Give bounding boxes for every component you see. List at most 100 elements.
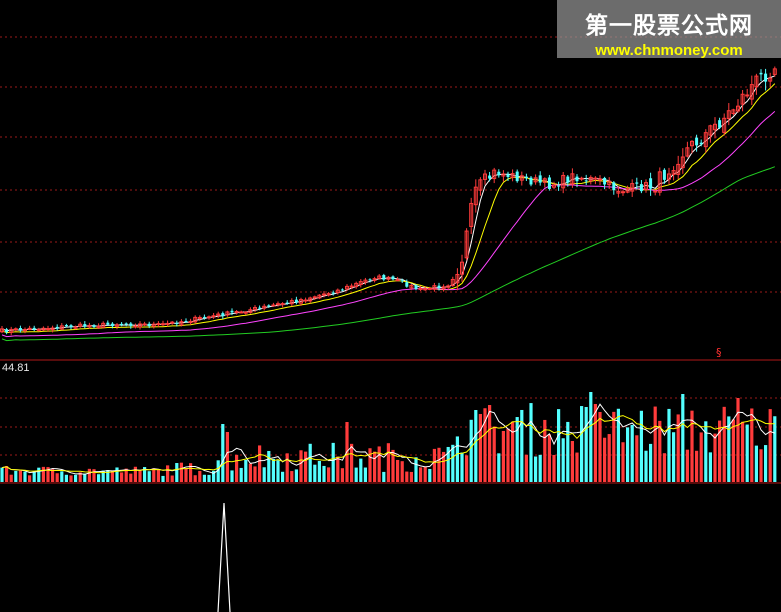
candle-body [772, 68, 777, 75]
volume-bar [400, 461, 404, 482]
candle-body [639, 184, 643, 192]
watermark-banner: 第一股票公式网 www.chnmoney.com [557, 0, 781, 59]
candle-body [469, 202, 474, 227]
candle-body [5, 329, 9, 333]
volume-bar [41, 466, 45, 482]
candle-body [303, 299, 308, 302]
candle-body [395, 279, 400, 282]
candle-body [59, 325, 64, 330]
volume-bar [676, 414, 680, 482]
volume-bar [317, 461, 321, 482]
volume-bar [681, 394, 685, 482]
candle-body [349, 285, 354, 288]
candle-body [644, 182, 648, 191]
candle-body [0, 328, 4, 333]
candle-body [129, 323, 133, 326]
candle-body [276, 303, 280, 306]
candle-body [391, 276, 395, 280]
volume-bar [566, 421, 570, 482]
volume-bar [750, 408, 754, 482]
volume-bar [350, 443, 354, 482]
volume-bar [672, 432, 676, 482]
volume-bar [547, 434, 551, 482]
candle-body [175, 323, 179, 325]
volume-bar [359, 458, 363, 482]
volume-bar [511, 421, 515, 482]
volume-bar [745, 424, 749, 482]
volume-bar [695, 450, 699, 482]
volume-bar [460, 452, 464, 482]
candle-body [708, 125, 713, 136]
candle-body [225, 311, 230, 316]
volume-bar [557, 409, 561, 482]
signal-marker: § [716, 346, 722, 359]
candle-body [258, 307, 262, 309]
candle-body [221, 313, 225, 317]
volume-bar [138, 470, 142, 482]
candle-body [414, 285, 418, 289]
volume-bar [161, 475, 165, 482]
volume-bar [469, 419, 473, 482]
volume-bar [497, 453, 501, 482]
volume-bar [621, 442, 625, 482]
candle-body [358, 281, 363, 286]
volume-bar [97, 474, 101, 482]
candle-body [718, 120, 722, 128]
candle-body [262, 305, 267, 309]
candle-body [106, 322, 110, 325]
candle-body [96, 325, 101, 329]
volume-bar [644, 450, 648, 482]
volume-bars [0, 392, 777, 482]
candle-body [409, 284, 414, 289]
candle-body [363, 279, 368, 283]
candle-body [450, 278, 455, 287]
volume-bar [322, 465, 326, 482]
candle-body [382, 275, 386, 280]
candle-body [110, 323, 114, 327]
volume-bar [662, 453, 666, 482]
volume-bar [244, 459, 248, 482]
volume-bar [327, 467, 331, 482]
candle-body [478, 179, 483, 191]
candle-body [552, 184, 556, 188]
candle-body [736, 105, 740, 112]
volume-bar [704, 421, 708, 482]
candle-body [754, 75, 759, 88]
volume-bar [184, 468, 188, 482]
candle-body [768, 77, 773, 82]
volume-bar [731, 419, 735, 482]
volume-bar [143, 467, 147, 482]
volume-bar [423, 466, 427, 482]
candle-body [289, 300, 294, 305]
candle-body [703, 132, 708, 148]
volume-bar [69, 475, 73, 482]
volume-bar [520, 409, 524, 482]
volume-bar [64, 474, 68, 482]
candle-body [170, 321, 175, 324]
candle-body [115, 324, 119, 327]
volume-bar [699, 432, 703, 482]
volume-bar [290, 471, 294, 482]
watermark-site-name: 第一股票公式网 [585, 13, 753, 39]
candle-body [483, 173, 487, 180]
volume-bar [110, 470, 114, 482]
volume-bar [483, 408, 487, 482]
candle-body [713, 123, 717, 131]
candle-body [506, 174, 510, 177]
volume-bar [428, 468, 432, 482]
candle-body [267, 305, 271, 307]
candle-body [239, 311, 244, 314]
volume-bar [589, 392, 593, 482]
candle-body [312, 296, 317, 299]
volume-bar [488, 405, 492, 482]
volume-bar [207, 474, 211, 482]
candle-body [50, 327, 55, 331]
volume-bar [363, 467, 367, 482]
candle-body [603, 177, 607, 185]
volume-bar [23, 471, 27, 482]
volume-bar [446, 446, 450, 482]
candle-body [519, 175, 524, 181]
candle-body [78, 323, 83, 327]
candle-body [211, 315, 216, 318]
candle-body [340, 289, 344, 291]
